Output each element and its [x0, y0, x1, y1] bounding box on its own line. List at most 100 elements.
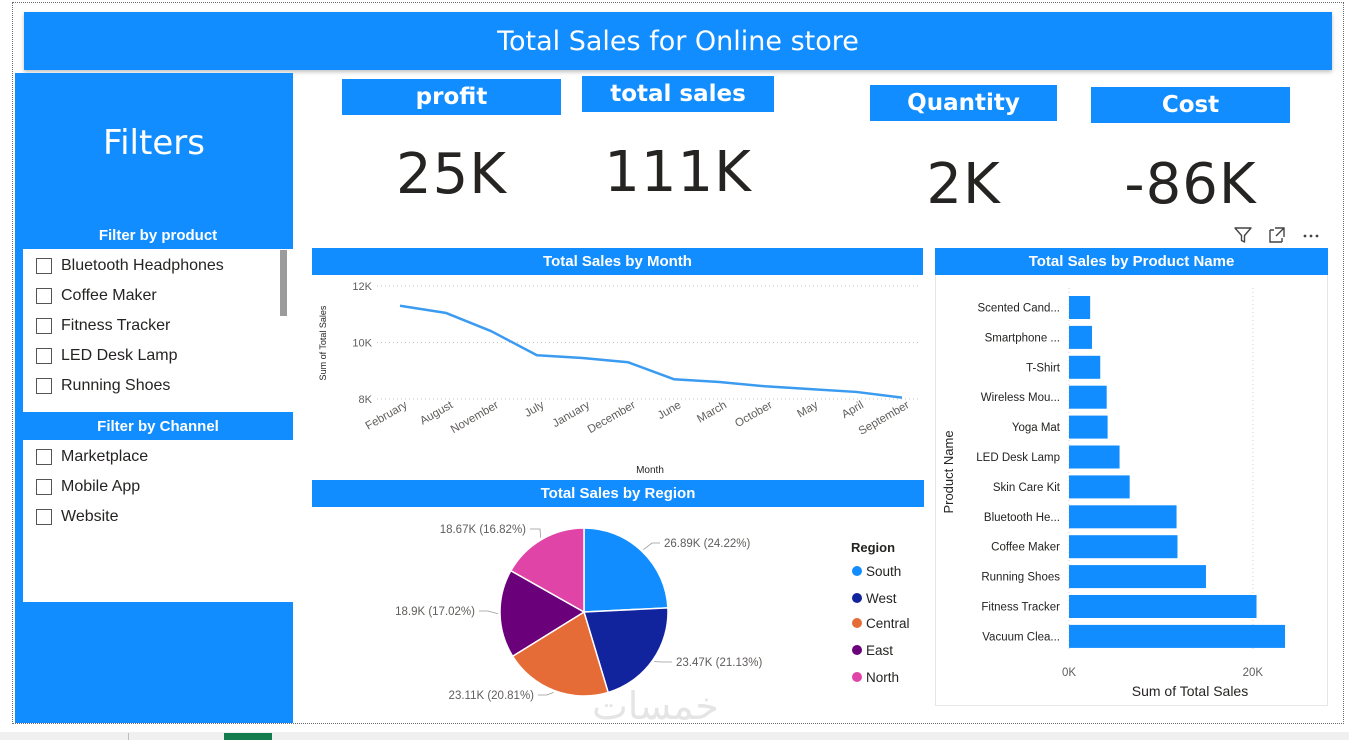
y-axis-title: Sum of Total Sales: [318, 305, 328, 380]
bar-chart-title: Total Sales by Product Name: [935, 248, 1328, 275]
bar[interactable]: [1069, 505, 1177, 529]
product-slicer-item[interactable]: LED Desk Lamp: [36, 344, 178, 368]
y-tick-label: Wireless Mou...: [981, 392, 1060, 404]
y-tick-label: T-Shirt: [1026, 362, 1061, 374]
y-axis-title: Product Name: [941, 430, 956, 513]
y-tick-label: Skin Care Kit: [993, 482, 1061, 494]
y-tick-label: Yoga Mat: [1012, 422, 1061, 434]
legend-label: North: [866, 669, 900, 685]
product-slicer-item[interactable]: Bluetooth Headphones: [36, 254, 224, 278]
checkbox[interactable]: [36, 288, 52, 304]
legend-item-central[interactable]: Central: [852, 615, 910, 631]
kpi-quantity-value: 2K: [926, 152, 1001, 217]
slicer-item-label: Website: [61, 508, 119, 525]
legend-item-east[interactable]: East: [852, 642, 893, 658]
legend-marker: [852, 618, 862, 628]
legend-item-north[interactable]: North: [852, 669, 899, 685]
channel-slicer-item[interactable]: Marketplace: [36, 445, 148, 469]
checkbox[interactable]: [36, 378, 52, 394]
x-tick-label: August: [418, 399, 456, 428]
bar[interactable]: [1069, 415, 1108, 439]
checkbox[interactable]: [36, 509, 52, 525]
x-axis-title: Month: [636, 465, 664, 476]
slicer-item-label: Marketplace: [61, 448, 149, 465]
product-slicer-item[interactable]: Running Shoes: [36, 374, 170, 398]
x-tick-label: May: [795, 399, 820, 420]
slicer-item-label: Mobile App: [61, 478, 141, 495]
checkbox[interactable]: [36, 479, 52, 495]
legend-item-south[interactable]: South: [852, 563, 901, 579]
kpi-cost-label: Cost: [1091, 87, 1290, 123]
y-tick-label: Running Shoes: [981, 572, 1060, 584]
leader-line: [530, 528, 542, 538]
kpi-profit-label: profit: [342, 79, 561, 115]
channel-slicer-item[interactable]: Mobile App: [36, 475, 140, 499]
leader-line: [479, 610, 499, 615]
y-tick-label: Fitness Tracker: [981, 602, 1060, 614]
legend-marker: [852, 645, 862, 655]
y-tick-label: Coffee Maker: [991, 542, 1060, 554]
kpi-cost-value: -86K: [1124, 152, 1257, 217]
x-tick-label: 20K: [1243, 667, 1264, 679]
bar[interactable]: [1069, 325, 1092, 349]
bar[interactable]: [1069, 475, 1130, 499]
x-tick-label: September: [857, 399, 912, 438]
legend-marker: [852, 672, 862, 682]
pie-chart[interactable]: 26.89K (24.22%) 23.47K (21.13%) 23.11K (20…: [312, 507, 842, 723]
bar[interactable]: [1069, 445, 1120, 469]
pie-slice-south[interactable]: [583, 527, 669, 613]
slicer-item-label: Coffee Maker: [61, 287, 157, 304]
x-tick-label: October: [733, 399, 775, 430]
bar[interactable]: [1069, 296, 1091, 319]
bar[interactable]: [1069, 355, 1101, 379]
bar[interactable]: [1069, 385, 1107, 409]
legend-label: South: [866, 563, 902, 579]
checkbox[interactable]: [36, 258, 52, 274]
filter-icon[interactable]: [1232, 224, 1254, 246]
report-title: Total Sales for Online store: [24, 12, 1332, 70]
pie-data-label: 18.9K (17.02%): [395, 606, 475, 618]
x-tick-label: 0K: [1062, 667, 1076, 679]
product-slicer-header: Filter by product: [23, 221, 293, 249]
legend-marker: [852, 593, 862, 603]
slicer-item-label: Fitness Tracker: [61, 317, 171, 334]
y-tick-label: 10K: [352, 338, 372, 350]
bar[interactable]: [1069, 535, 1178, 559]
legend-item-west[interactable]: West: [852, 590, 897, 606]
kpi-total-sales-value: 111K: [604, 140, 752, 205]
filters-heading: Filters: [103, 123, 205, 163]
legend-label: Central: [866, 615, 910, 631]
checkbox[interactable]: [36, 318, 52, 334]
slicer-scrollbar[interactable]: [280, 250, 287, 316]
focus-mode-icon[interactable]: [1266, 224, 1288, 246]
slicer-item-label: LED Desk Lamp: [61, 347, 178, 364]
pie-slice-west[interactable]: [583, 607, 669, 694]
product-slicer-item[interactable]: Fitness Tracker: [36, 314, 170, 338]
x-tick-label: March: [695, 399, 729, 425]
kpi-total-sales-label: total sales: [582, 76, 774, 112]
bar-chart[interactable]: 0K 20K Scented Cand... Smartphone ... T-Shir…: [936, 276, 1328, 704]
kpi-quantity-label: Quantity: [870, 85, 1057, 121]
bar[interactable]: [1069, 624, 1286, 648]
pie-data-label: 23.47K (21.13%): [676, 657, 762, 669]
pie-slice-north[interactable]: [509, 527, 585, 614]
slicer-item-label: Running Shoes: [61, 377, 171, 394]
pie-slice-east[interactable]: [499, 569, 586, 658]
checkbox[interactable]: [36, 348, 52, 364]
checkbox[interactable]: [36, 449, 52, 465]
leader-line: [643, 542, 660, 551]
pie-chart-title: Total Sales by Region: [312, 480, 924, 507]
y-tick-label: Vacuum Clea...: [982, 631, 1060, 643]
active-page-tab[interactable]: [224, 733, 272, 740]
legend-marker: [852, 566, 862, 576]
sales-line[interactable]: [399, 304, 903, 399]
channel-slicer-item[interactable]: Website: [36, 505, 119, 529]
pie-data-label: 26.89K (24.22%): [664, 538, 750, 550]
more-options-icon[interactable]: [1300, 224, 1322, 246]
pie-data-label: 18.67K (16.82%): [440, 524, 526, 536]
pie-slice-central[interactable]: [511, 610, 610, 697]
product-slicer-item[interactable]: Coffee Maker: [36, 284, 157, 308]
bar[interactable]: [1069, 595, 1257, 618]
bar[interactable]: [1069, 565, 1206, 589]
